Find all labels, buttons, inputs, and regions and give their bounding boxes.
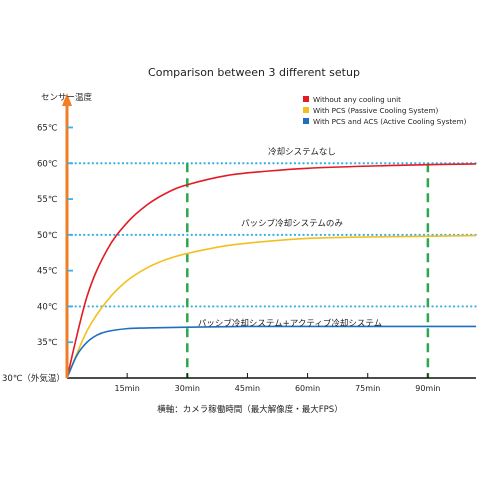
labels: 冷却システムなしパッシブ冷却システムのみパッシブ冷却システム+アクティブ冷却シス… <box>2 92 382 415</box>
reference-label-60: 冷却システムなし <box>268 146 336 157</box>
series-lines <box>66 163 477 379</box>
series-line-0 <box>66 163 477 379</box>
vertical-markers <box>186 163 430 378</box>
reference-label-50: パッシブ冷却システムのみ <box>241 218 343 229</box>
x-tick-label-90: 90min <box>415 384 440 393</box>
legend-label-2: With PCS and ACS (Active Cooling System) <box>313 117 467 126</box>
ticks: 35℃ 40℃ 45℃ 50℃ 55℃ 60℃ 65℃ 15min 30min 45min 60mi… <box>37 123 441 393</box>
x-axis-label: 横軸：カメラ稼働時間（最大解像度・最大FPS） <box>157 404 342 415</box>
legend-swatch-0 <box>303 96 309 102</box>
chart-title: Comparison between 3 different setup <box>148 66 360 79</box>
y-tick-label-35: 35℃ <box>37 338 58 348</box>
x-tick-label-15: 15min <box>115 384 140 393</box>
reference-lines <box>65 162 478 308</box>
annotation-active-cooling: パッシブ冷却システム+アクティブ冷却システム <box>198 318 382 329</box>
origin-label: 30℃（外気温） <box>2 373 65 384</box>
y-axis-arrow <box>62 93 72 106</box>
y-tick-label-50: 50℃ <box>37 231 58 241</box>
y-tick-label-40: 40℃ <box>37 302 58 312</box>
y-axis-label: センサー温度 <box>41 92 93 103</box>
x-tick-label-45: 45min <box>235 384 260 393</box>
legend-swatch-1 <box>303 107 309 113</box>
series-line-2 <box>66 325 476 379</box>
x-tick-label-75: 75min <box>355 384 380 393</box>
axes <box>62 93 476 379</box>
x-tick-label-60: 60min <box>295 384 320 393</box>
y-tick-label-65: 65℃ <box>37 123 58 133</box>
legend-swatch-2 <box>303 118 309 124</box>
y-tick-label-55: 55℃ <box>37 195 58 205</box>
legend-label-0: Without any cooling unit <box>313 95 401 104</box>
legend: Without any cooling unit With PCS (Passiv… <box>303 95 467 126</box>
y-tick-label-45: 45℃ <box>37 267 58 277</box>
y-tick-label-60: 60℃ <box>37 159 58 169</box>
legend-label-1: With PCS (Passive Cooling System) <box>313 106 438 115</box>
series-line-1 <box>66 234 477 379</box>
x-tick-label-30: 30min <box>175 384 200 393</box>
